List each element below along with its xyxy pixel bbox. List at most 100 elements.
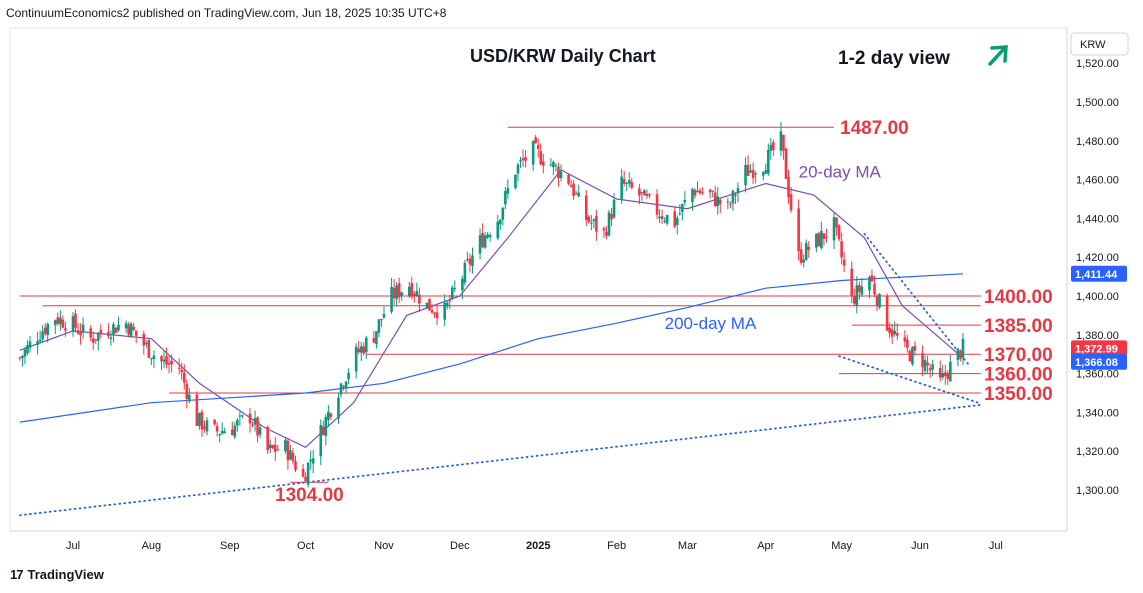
candle-body <box>319 425 323 457</box>
time-tick-label: Apr <box>757 540 774 552</box>
candle-body <box>309 459 312 462</box>
candle-body <box>731 190 735 204</box>
prev-price-badge: 1,366.08 <box>1075 357 1118 369</box>
candle-body <box>337 397 340 419</box>
arrow-head <box>990 45 1008 63</box>
candle-body <box>718 199 722 205</box>
candle-body <box>382 314 386 318</box>
candle-body <box>390 286 393 312</box>
candle-body <box>61 319 65 328</box>
candle-body <box>71 316 75 332</box>
candle-body <box>392 287 396 299</box>
candle-body <box>875 295 879 306</box>
candle-body <box>840 241 843 258</box>
candle-body <box>607 212 611 236</box>
candle-body <box>648 194 651 196</box>
candle-body <box>329 413 333 417</box>
candle-body <box>751 169 755 179</box>
candle-body <box>858 285 861 292</box>
candle-body <box>339 383 343 395</box>
candle-body <box>79 331 82 336</box>
ma20-line <box>19 169 964 449</box>
candle-body <box>612 199 616 218</box>
candle-body <box>129 323 133 338</box>
candle-body <box>630 182 634 188</box>
candle-body <box>284 439 287 452</box>
candle-body <box>74 313 77 329</box>
price-tick-label: 1,460.00 <box>1076 175 1119 187</box>
price-tick-label: 1,300.00 <box>1076 485 1119 497</box>
candle-body <box>397 283 401 298</box>
candle-body <box>304 476 307 482</box>
candle-body <box>230 429 234 436</box>
candle-body <box>754 173 757 175</box>
time-tick-label: Nov <box>374 540 394 552</box>
candle-body <box>407 286 411 296</box>
candle-body <box>769 144 773 151</box>
candle-body <box>160 356 163 362</box>
candle-body <box>620 176 623 200</box>
candle-body <box>167 362 171 365</box>
candle-body <box>832 217 836 241</box>
candle-body <box>627 180 631 184</box>
candle-body <box>574 193 578 195</box>
candle-body <box>825 236 828 238</box>
level-label: 1350.00 <box>984 384 1053 405</box>
candle-body <box>276 449 280 451</box>
tradingview-logo[interactable]: 17 TradingView <box>10 567 104 582</box>
candle-body <box>605 231 608 236</box>
candle-body <box>301 468 305 477</box>
candle-body <box>152 355 156 360</box>
candle-body <box>377 319 381 333</box>
candle-body <box>802 259 805 263</box>
last-price-badge: 1,372.99 <box>1075 343 1118 355</box>
candle-body <box>344 381 348 389</box>
candle-body <box>410 282 414 298</box>
candle-body <box>817 233 821 247</box>
candle-body <box>162 359 166 362</box>
price-axis-ticks: 1,300.00 1,320.00 1,340.00 1,360.00 1,380.00… <box>1076 58 1119 497</box>
candle-body <box>749 170 752 173</box>
candle-body <box>23 349 27 357</box>
trendline <box>19 403 985 517</box>
time-tick-label: 2025 <box>526 540 550 552</box>
candle-body <box>837 225 841 240</box>
candle-body <box>496 221 500 239</box>
candle-body <box>772 142 775 151</box>
candle-body <box>567 174 570 184</box>
candle-body <box>142 333 146 346</box>
candle-body <box>241 415 244 417</box>
ma200-line <box>19 273 964 423</box>
time-tick-label: Sep <box>220 540 240 552</box>
candle-body <box>799 249 803 263</box>
candle-body <box>448 300 452 302</box>
candle-body <box>400 292 403 297</box>
candle-body <box>324 417 328 437</box>
chart-title: USD/KRW Daily Chart <box>470 46 656 66</box>
candle-body <box>395 285 398 299</box>
candle-body <box>220 430 224 434</box>
candle-body <box>726 201 730 203</box>
level-label: 1370.00 <box>984 345 1053 366</box>
time-axis-ticks: Jul Aug Sep Oct Nov Dec 2025 Feb Mar Apr May Jun Jul <box>66 540 1003 552</box>
candle-body <box>433 312 436 314</box>
candle-body <box>638 188 641 196</box>
candle-body <box>938 368 942 378</box>
candle-body <box>559 171 563 178</box>
candle-body <box>486 234 489 238</box>
candle-body <box>109 337 113 339</box>
candle-body <box>450 287 454 299</box>
candle-body <box>258 427 262 435</box>
candle-body <box>114 327 118 333</box>
candle-body <box>926 362 929 366</box>
candle-body <box>375 331 378 345</box>
candle-body <box>893 330 897 335</box>
candle-body <box>430 310 434 313</box>
trendline <box>838 355 980 404</box>
candle-body <box>182 372 186 383</box>
tradingview-mark-icon: 17 <box>10 567 24 582</box>
candle-body <box>453 288 457 290</box>
price-tick-label: 1,420.00 <box>1076 252 1119 264</box>
candle-body <box>36 341 39 345</box>
